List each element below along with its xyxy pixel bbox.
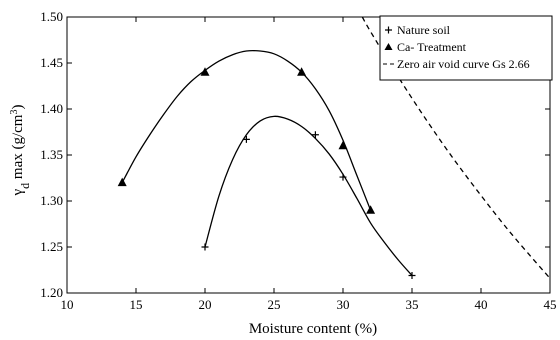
y-tick-label: 1.35 <box>40 147 63 162</box>
legend: Nature soil Ca- Treatment Zero air void … <box>379 15 553 81</box>
nature-soil-point <box>201 243 209 251</box>
x-tick-label: 20 <box>199 297 212 312</box>
y-axis-title-superscript: 3 <box>9 110 20 115</box>
legend-label-ca-treatment: Ca- Treatment <box>397 40 467 54</box>
x-tick-label: 30 <box>337 297 350 312</box>
ca-treatment-point <box>200 67 210 76</box>
legend-plus-marker <box>385 26 392 34</box>
nature-soil-point <box>339 173 347 181</box>
legend-item-zero-air-void: Zero air void curve Gs 2.66 <box>383 57 530 71</box>
y-tick-label: 1.45 <box>40 55 63 70</box>
fit-curves <box>121 16 551 279</box>
y-axis-title-close: ) <box>10 105 26 110</box>
y-axis-title-text: max (g/cm <box>10 114 26 183</box>
legend-item-nature-soil: Nature soil <box>385 23 451 37</box>
ca-treatment-point <box>297 67 307 76</box>
x-axis-title: Moisture content (%) <box>249 321 377 337</box>
nature-soil-point <box>242 135 250 143</box>
nature-soil-point <box>311 131 319 139</box>
legend-label-zero-air-void: Zero air void curve Gs 2.66 <box>397 57 530 71</box>
y-tick-label: 1.30 <box>40 193 63 208</box>
series-line-nature-soil <box>204 115 413 276</box>
x-tick-label: 35 <box>406 297 419 312</box>
legend-label-nature-soil: Nature soil <box>397 23 451 37</box>
y-tick-label: 1.25 <box>40 239 63 254</box>
y-axis-title-symbol: γ <box>10 188 26 196</box>
axis-ticks: 10 15 20 25 30 35 40 45 1.20 1.25 1.30 1.35 1.40 1.45… <box>40 9 556 312</box>
y-tick-label: 1.20 <box>40 285 63 300</box>
y-tick-label: 1.40 <box>40 101 63 116</box>
x-tick-label: 25 <box>268 297 281 312</box>
y-axis-title: γd max (g/cm3) <box>9 105 33 197</box>
ca-treatment-point <box>366 205 376 214</box>
nature-soil-point <box>408 272 416 280</box>
x-tick-label: 15 <box>130 297 143 312</box>
x-tick-label: 40 <box>475 297 488 312</box>
y-tick-label: 1.50 <box>40 9 63 24</box>
legend-item-ca-treatment: Ca- Treatment <box>384 40 467 54</box>
series-line-zero-air-void-curve-gs-2-66 <box>361 16 551 279</box>
ca-treatment-point <box>338 140 348 150</box>
x-tick-label: 45 <box>544 297 557 312</box>
x-tick-label: 10 <box>61 297 74 312</box>
y-axis-title-subscript: d <box>18 183 32 189</box>
legend-triangle-marker <box>384 43 393 50</box>
series-line-ca-treatment <box>121 49 372 211</box>
data-markers <box>117 67 416 280</box>
legend-box <box>379 15 553 81</box>
ca-treatment-point <box>117 177 127 187</box>
